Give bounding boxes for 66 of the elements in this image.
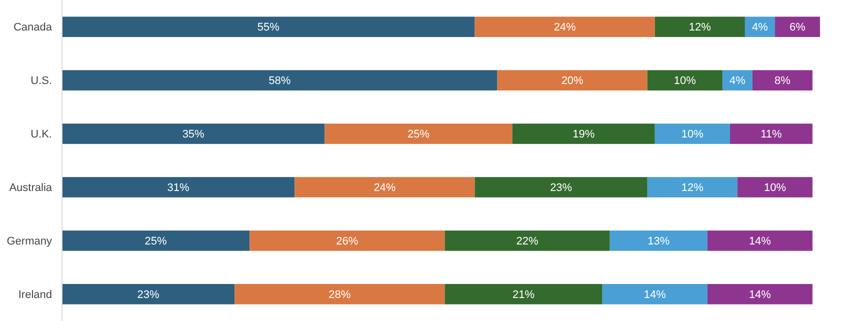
bar (497, 70, 648, 90)
bar (707, 284, 812, 304)
y-tick-label: Germany (6, 236, 52, 248)
bar (654, 16, 745, 38)
bar (250, 230, 445, 251)
data-label: 10% (764, 182, 786, 194)
data-label: 19% (572, 128, 595, 141)
bar (444, 284, 602, 304)
bar (234, 284, 445, 304)
data-label: 8% (774, 75, 791, 88)
bar (62, 16, 475, 38)
data-label: 31% (167, 182, 190, 194)
bar (62, 284, 235, 304)
data-label: 4% (752, 22, 768, 34)
bar (294, 177, 475, 198)
bar (722, 70, 752, 90)
data-label: 35% (182, 128, 205, 141)
data-label: 23% (137, 289, 160, 301)
data-label: 14% (644, 289, 666, 301)
bar (737, 177, 812, 198)
bar (707, 230, 812, 251)
data-label: 12% (681, 182, 704, 194)
data-label: 24% (374, 182, 396, 194)
bar (610, 230, 708, 251)
bar (324, 124, 512, 144)
bar (647, 177, 738, 198)
y-tick-label: Ireland (18, 289, 52, 301)
data-label: 23% (550, 182, 572, 194)
bar (774, 16, 820, 38)
bar (62, 70, 498, 90)
bar (62, 177, 295, 198)
data-label: 11% (760, 128, 782, 141)
bar (62, 230, 250, 251)
data-label: 4% (729, 75, 746, 88)
data-label: 25% (144, 236, 168, 248)
bar (752, 70, 812, 90)
data-label: 10% (681, 128, 704, 141)
y-tick-label: Canada (13, 22, 53, 34)
y-tick-label: Australia (9, 182, 53, 194)
data-label: 10% (674, 75, 696, 88)
data-label: 21% (512, 289, 535, 301)
data-label: 28% (328, 289, 351, 301)
bar (512, 124, 655, 144)
bar (744, 16, 775, 38)
bar (647, 70, 722, 90)
y-tick-label: U.K. (30, 128, 52, 141)
y-tick-label: U.S. (30, 75, 52, 88)
bar (654, 124, 730, 144)
data-label: 14% (748, 236, 772, 248)
data-label: 26% (336, 236, 358, 248)
bar (730, 124, 812, 144)
bar (444, 230, 610, 251)
bar (474, 177, 648, 198)
data-label: 13% (648, 236, 670, 248)
data-label: 14% (748, 289, 772, 301)
data-label: 55% (257, 22, 280, 34)
data-label: 12% (688, 22, 712, 34)
data-label: 24% (554, 22, 576, 34)
data-label: 22% (516, 236, 539, 248)
bar (474, 16, 655, 38)
data-label: 20% (561, 75, 584, 88)
data-label: 58% (268, 75, 291, 88)
data-label: 25% (407, 128, 430, 141)
bar (62, 124, 325, 144)
data-label: 6% (790, 22, 806, 34)
bar (602, 284, 708, 304)
